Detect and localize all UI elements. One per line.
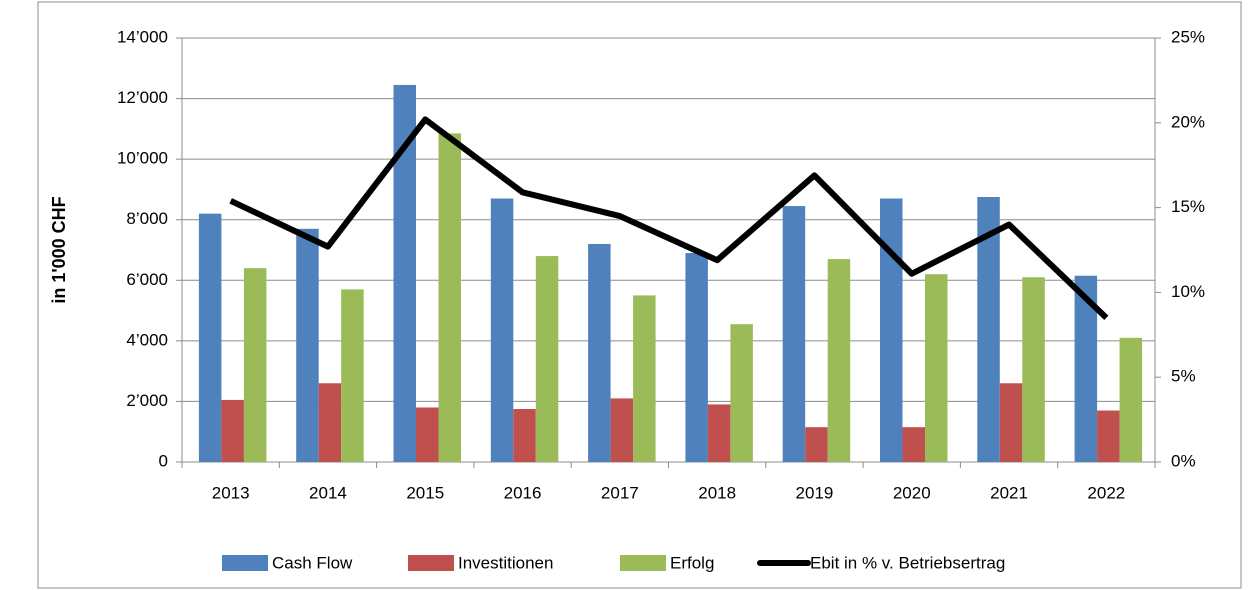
bar <box>513 409 536 462</box>
y-tick-label: 2’000 <box>126 391 168 410</box>
bar <box>198 213 222 462</box>
bar <box>782 206 806 462</box>
bar <box>243 268 267 462</box>
bar <box>925 274 948 462</box>
bar <box>902 427 925 462</box>
bar <box>588 243 611 462</box>
y-tick-label: 12’000 <box>117 88 168 107</box>
bar <box>535 256 559 462</box>
y-tick-label: 4’000 <box>126 330 168 349</box>
x-tick-label: 2018 <box>698 483 736 502</box>
bar <box>999 383 1023 462</box>
bar <box>805 427 828 462</box>
x-tick-label: 2015 <box>406 483 444 502</box>
y-axis-label: in 1'000 CHF <box>49 196 69 303</box>
line <box>229 116 1109 321</box>
bar <box>490 198 514 462</box>
x-tick-label: 2017 <box>601 483 639 502</box>
bar <box>341 289 364 462</box>
y2-tick-label: 5% <box>1171 367 1196 386</box>
x-tick-label: 2020 <box>893 483 931 502</box>
legend-label: Ebit in % v. Betriebsertrag <box>810 553 1005 572</box>
y-tick-label: 6’000 <box>126 270 168 289</box>
legend-swatch <box>620 555 666 571</box>
bar <box>880 198 903 462</box>
y2-tick-label: 15% <box>1171 197 1205 216</box>
legend-swatch <box>408 555 454 571</box>
bar <box>977 197 1000 462</box>
bar <box>221 399 244 462</box>
x-tick-label: 2021 <box>990 483 1028 502</box>
bar <box>827 259 851 462</box>
bar <box>1119 337 1143 462</box>
legend-label: Erfolg <box>670 553 714 572</box>
y2-tick-label: 25% <box>1171 27 1205 46</box>
y2-tick-label: 10% <box>1171 282 1205 301</box>
y-tick-label: 10’000 <box>117 149 168 168</box>
x-tick-label: 2019 <box>796 483 834 502</box>
y2-tick-label: 20% <box>1171 112 1205 131</box>
bar <box>1022 277 1045 462</box>
x-tick-label: 2013 <box>212 483 250 502</box>
bar <box>318 383 342 462</box>
bar <box>707 404 731 462</box>
y-tick-label: 14’000 <box>117 27 168 46</box>
bar <box>1074 275 1098 462</box>
y-tick-label: 0 <box>159 451 168 470</box>
bar <box>438 133 461 462</box>
bar <box>296 228 319 462</box>
bar <box>633 295 656 462</box>
x-tick-label: 2022 <box>1087 483 1125 502</box>
y-tick-label: 8’000 <box>126 209 168 228</box>
bar <box>1097 410 1120 462</box>
bar <box>393 84 416 462</box>
x-tick-label: 2014 <box>309 483 347 502</box>
legend-swatch <box>222 555 268 571</box>
bar <box>685 253 708 462</box>
legend-label: Cash Flow <box>272 553 353 572</box>
y2-tick-label: 0% <box>1171 451 1196 470</box>
bar <box>610 398 634 462</box>
x-tick-label: 2016 <box>504 483 542 502</box>
legend-label: Investitionen <box>458 553 553 572</box>
bar <box>416 407 439 462</box>
bar <box>730 324 753 462</box>
